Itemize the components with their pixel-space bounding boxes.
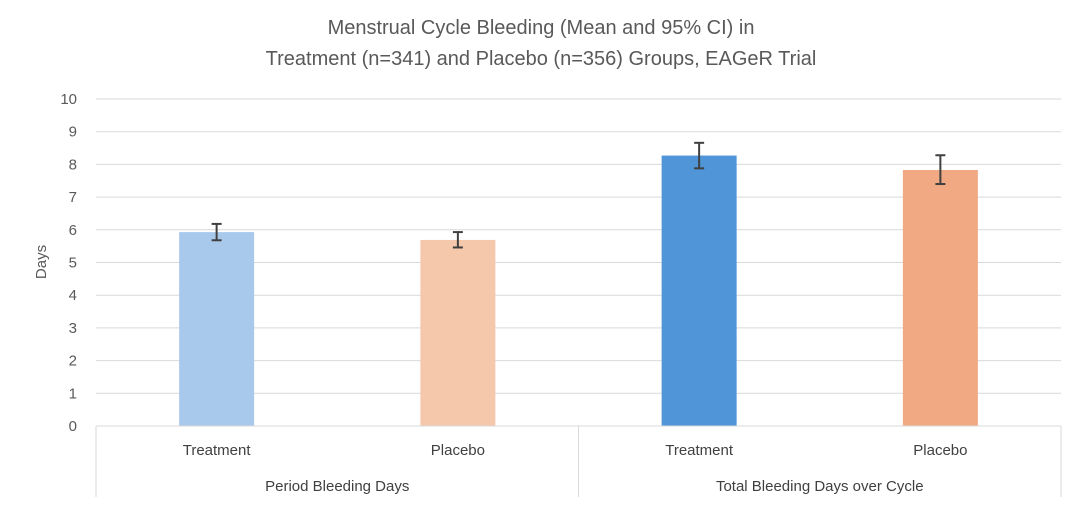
bar-0-0 — [179, 232, 255, 426]
y-tick-label: 5 — [69, 255, 77, 272]
chart-title-line-2: Treatment (n=341) and Placebo (n=356) Gr… — [266, 48, 817, 70]
group-label: Total Bleeding Days over Cycle — [716, 478, 924, 495]
y-tick-label: 6 — [69, 222, 77, 239]
bar-1-1 — [902, 169, 978, 427]
y-tick-label: 1 — [69, 385, 77, 402]
x-axis: Treatment Placebo Period Bleeding Days Trea… — [95, 425, 1062, 497]
category-label: Treatment — [183, 442, 252, 459]
bar-0-1 — [420, 239, 496, 426]
y-tick-label: 2 — [69, 353, 77, 370]
chart-title-line-1: Menstrual Cycle Bleeding (Mean and 95% C… — [328, 17, 755, 39]
category-label: Placebo — [913, 442, 967, 459]
gridlines — [96, 98, 1061, 394]
y-axis-title: Days — [33, 245, 50, 279]
y-tick-label: 7 — [69, 189, 77, 206]
bar-1-0 — [661, 155, 737, 427]
y-tick-label: 3 — [69, 320, 77, 337]
bars — [179, 155, 978, 427]
category-label: Treatment — [665, 442, 734, 459]
error-bars — [211, 141, 946, 249]
y-tick-label: 4 — [69, 287, 77, 304]
group-label: Period Bleeding Days — [265, 478, 409, 495]
y-tick-label: 8 — [69, 156, 77, 173]
y-tick-label: 9 — [69, 124, 77, 141]
y-tick-label: 0 — [69, 418, 77, 435]
y-tick-label: 10 — [60, 91, 77, 108]
y-tick-labels: 0 1 2 3 4 5 6 7 8 9 10 — [60, 91, 77, 435]
category-label: Placebo — [431, 442, 485, 459]
